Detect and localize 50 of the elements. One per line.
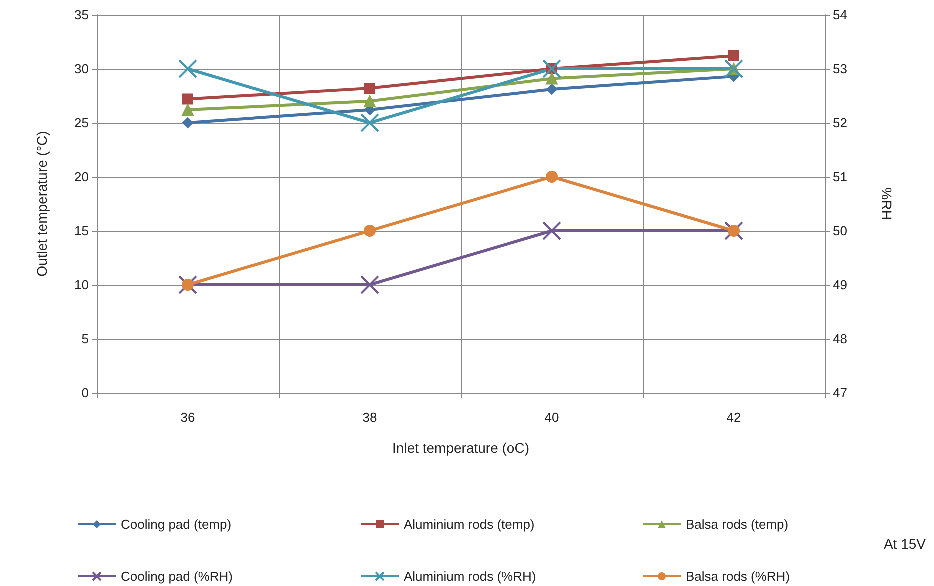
x-tick-label: 42 [726,410,742,425]
y2-tick-label: 48 [833,332,848,346]
legend-label: Aluminium rods (temp) [404,517,535,532]
y-tick-label: 15 [74,224,89,238]
point [178,276,198,294]
y-tick-label: 35 [74,8,89,22]
point [542,60,562,78]
y2-tick-label: 52 [833,116,848,130]
x-tick-label: 38 [362,410,378,425]
point [364,95,376,108]
y2-tick-label: 49 [833,278,848,292]
point [724,222,744,240]
legend-label: Aluminium rods (%RH) [404,569,536,584]
point [728,225,740,237]
point [182,94,194,105]
point [728,50,740,62]
point [182,104,194,116]
point [364,82,376,94]
x-tick-label: 40 [544,410,560,425]
point [542,222,562,240]
y-axis-title: Outlet temperature (°C) [34,131,50,277]
y-tick-label: 25 [74,116,89,130]
x-tick-label: 36 [180,410,196,425]
point [182,118,194,128]
text: At 15V [884,536,927,552]
legend-label: Cooling pad (temp) [121,517,232,532]
x-axis-title: Inlet temperature (oC) [392,440,530,456]
y-tick-label: 10 [74,278,89,292]
y2-tick-label: 47 [833,386,848,400]
point [178,60,198,78]
point [546,72,558,85]
point [364,225,376,237]
point [546,84,558,96]
legend-label: Cooling pad (%RH) [121,569,233,584]
point [360,276,380,294]
point [546,171,558,183]
y-tick-label: 5 [82,332,89,346]
y-tick-label: 20 [74,170,89,184]
y2-tick-label: 50 [833,224,848,238]
legend-label: Balsa rods (%RH) [686,569,790,584]
y-tick-label: 0 [82,386,89,400]
y2-tick-label: 53 [833,62,848,76]
y2-tick-label: 54 [833,8,848,22]
legend-label: Balsa rods (temp) [686,517,789,532]
y-tick-label: 30 [74,62,89,76]
point [360,114,380,132]
y2-axis-title: %RH [879,188,895,220]
point [724,60,744,78]
y2-tick-label: 51 [833,170,848,184]
point [182,279,194,291]
